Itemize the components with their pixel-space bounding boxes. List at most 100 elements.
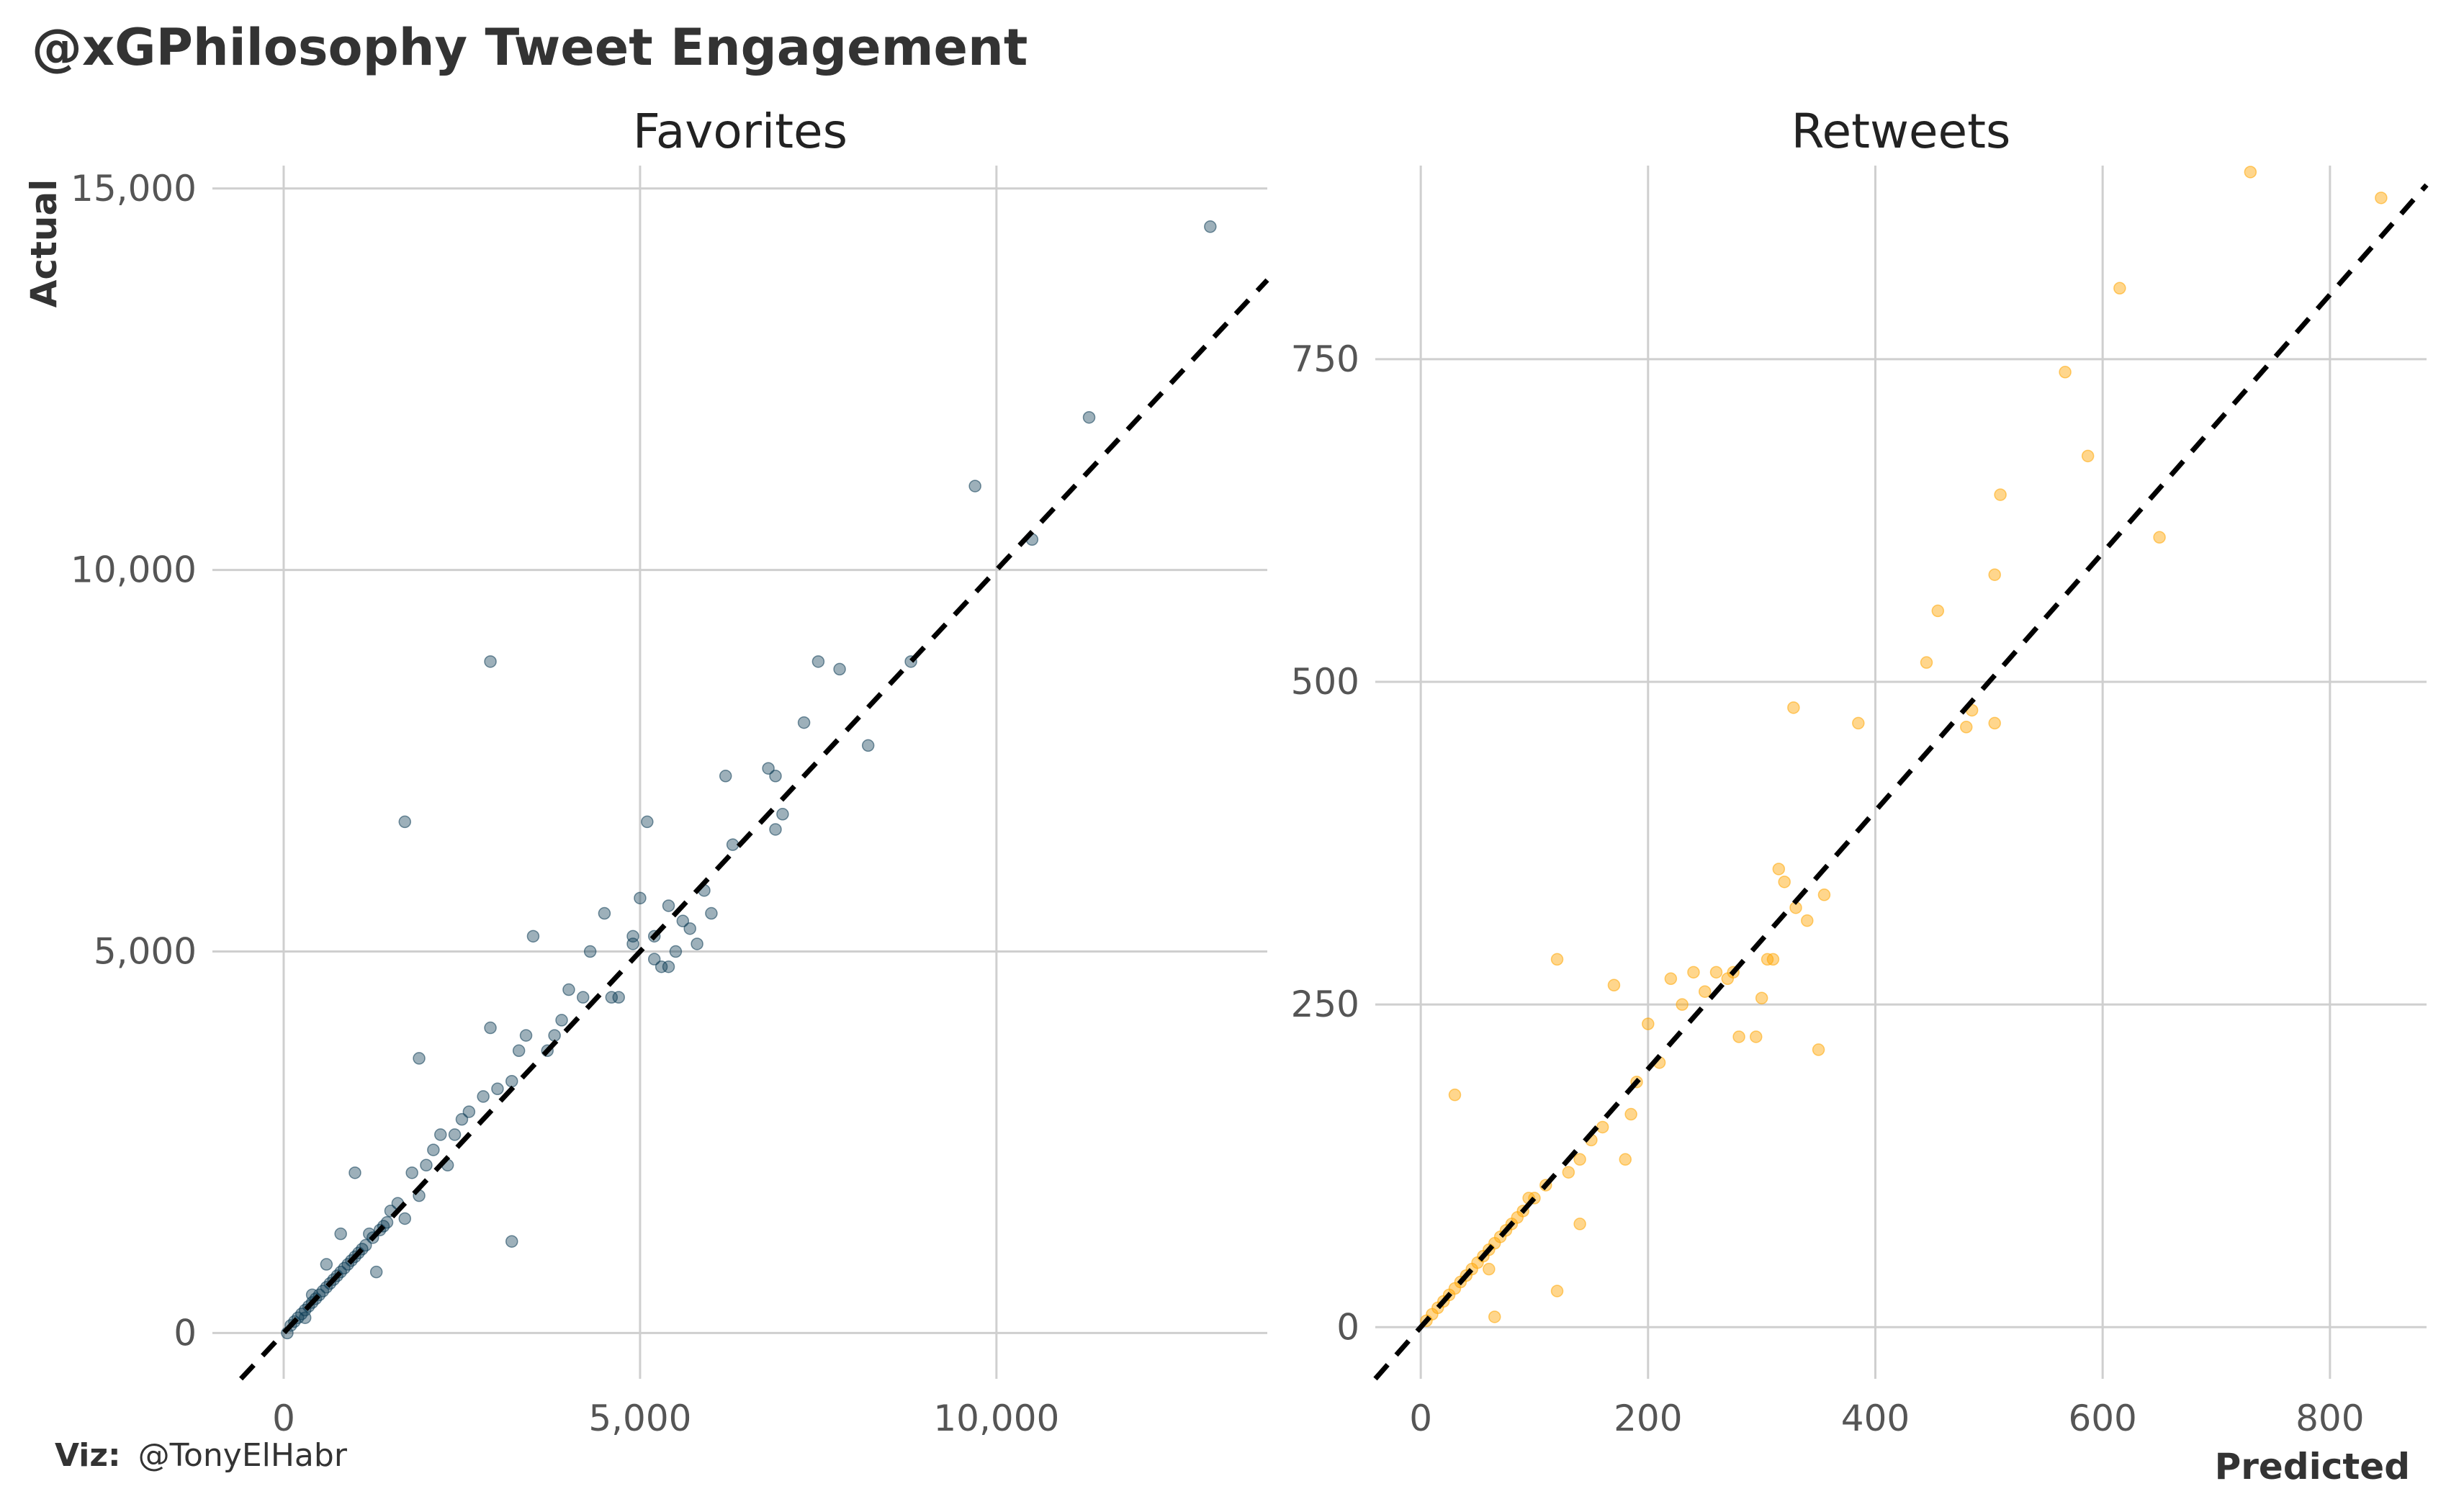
points-retweets <box>1420 166 2388 1328</box>
data-point <box>719 770 732 783</box>
data-point <box>349 1166 361 1179</box>
x-tick-label: 10,000 <box>933 1398 1059 1439</box>
data-point <box>683 922 696 935</box>
data-point <box>398 815 412 829</box>
data-point <box>505 1235 518 1248</box>
data-point <box>776 808 789 821</box>
data-point <box>1787 701 1800 714</box>
data-point <box>612 991 625 1004</box>
data-point <box>1488 1310 1501 1323</box>
data-point <box>576 991 590 1004</box>
x-tick-label: 600 <box>2068 1398 2136 1439</box>
data-point <box>1852 716 1865 730</box>
data-point <box>1750 1030 1763 1043</box>
data-point <box>1709 966 1723 979</box>
data-point <box>1801 914 1814 927</box>
data-point <box>1624 1107 1637 1121</box>
data-point <box>669 945 683 958</box>
data-point <box>1483 1262 1496 1276</box>
y-tick-label: 5,000 <box>94 931 197 973</box>
data-point <box>369 1265 383 1279</box>
y-tick-label: 750 <box>1291 338 1359 380</box>
data-point <box>526 930 540 943</box>
y-tick-label: 15,000 <box>71 168 197 210</box>
data-point <box>1676 998 1689 1011</box>
data-point <box>320 1258 333 1271</box>
data-point <box>1761 953 1774 966</box>
gridlines-retweets <box>1375 166 2427 1379</box>
data-point <box>1687 966 1700 979</box>
y-tick-label: 0 <box>1336 1306 1359 1348</box>
data-point <box>427 1143 440 1156</box>
data-point <box>380 1216 394 1229</box>
data-point <box>769 770 782 783</box>
y-tick-label: 250 <box>1291 984 1359 1025</box>
data-point <box>298 1311 312 1324</box>
data-point <box>662 960 675 973</box>
data-point <box>1920 656 1933 669</box>
data-point <box>1573 1153 1586 1166</box>
data-point <box>505 1074 518 1088</box>
data-point <box>1204 220 1217 233</box>
panel-favorites: Favorites 0 5,000 10,000 0 5,000 10,000 15,000 <box>71 104 1269 1439</box>
data-point <box>491 1082 504 1096</box>
data-point <box>1931 604 1945 618</box>
data-point <box>705 906 718 920</box>
data-point <box>641 815 654 829</box>
data-point <box>1817 888 1831 901</box>
data-point <box>448 1128 462 1141</box>
data-point <box>562 983 575 996</box>
data-point <box>1550 953 1564 966</box>
y-tick-label: 10,000 <box>71 549 197 591</box>
data-point <box>626 930 639 943</box>
data-point <box>1596 1120 1609 1134</box>
y-tick-label: 500 <box>1291 661 1359 703</box>
strip-label-favorites: Favorites <box>633 104 847 159</box>
x-tick-label: 400 <box>1841 1398 1910 1439</box>
data-point <box>769 823 782 836</box>
reference-line-favorites <box>239 278 1269 1381</box>
gridlines-favorites <box>212 166 1267 1379</box>
data-point <box>1573 1218 1586 1230</box>
x-tick-label: 0 <box>272 1398 295 1439</box>
y-tick-label: 0 <box>174 1312 197 1354</box>
points-favorites <box>281 220 1217 1340</box>
data-point <box>1772 863 1786 876</box>
caption: Viz: @TonyElHabr <box>55 1437 348 1474</box>
data-point <box>1988 716 2001 730</box>
x-axis-title: Predicted <box>2215 1446 2410 1488</box>
data-point <box>2081 449 2095 463</box>
data-point <box>1960 721 1973 734</box>
data-point <box>413 1052 426 1065</box>
data-point <box>512 1044 526 1058</box>
data-point <box>676 914 690 927</box>
data-point <box>662 899 675 912</box>
data-point <box>1664 972 1678 986</box>
data-point <box>484 655 497 668</box>
data-point <box>359 1238 372 1252</box>
data-point <box>555 1014 568 1027</box>
data-point <box>1732 1030 1745 1043</box>
data-point <box>2375 192 2388 204</box>
data-point <box>1619 1153 1632 1166</box>
caption-handle: @TonyElHabr <box>138 1437 348 1474</box>
data-point <box>1562 1166 1575 1179</box>
data-point <box>1778 876 1791 888</box>
x-tick-label: 200 <box>1614 1398 1682 1439</box>
data-point <box>1082 410 1096 424</box>
data-point <box>1755 991 1768 1004</box>
data-point <box>598 906 611 920</box>
x-tick-label: 5,000 <box>588 1398 691 1439</box>
data-point <box>405 1166 418 1179</box>
data-point <box>1812 1043 1825 1056</box>
reference-line-retweets <box>1373 183 2429 1381</box>
caption-prefix: Viz: <box>55 1437 121 1474</box>
x-tick-label: 0 <box>1409 1398 1432 1439</box>
data-point <box>797 716 811 729</box>
x-tick-label: 800 <box>2296 1398 2364 1439</box>
data-point <box>434 1128 447 1141</box>
data-point <box>647 953 661 966</box>
data-point <box>338 1261 351 1275</box>
data-point <box>477 1090 490 1103</box>
